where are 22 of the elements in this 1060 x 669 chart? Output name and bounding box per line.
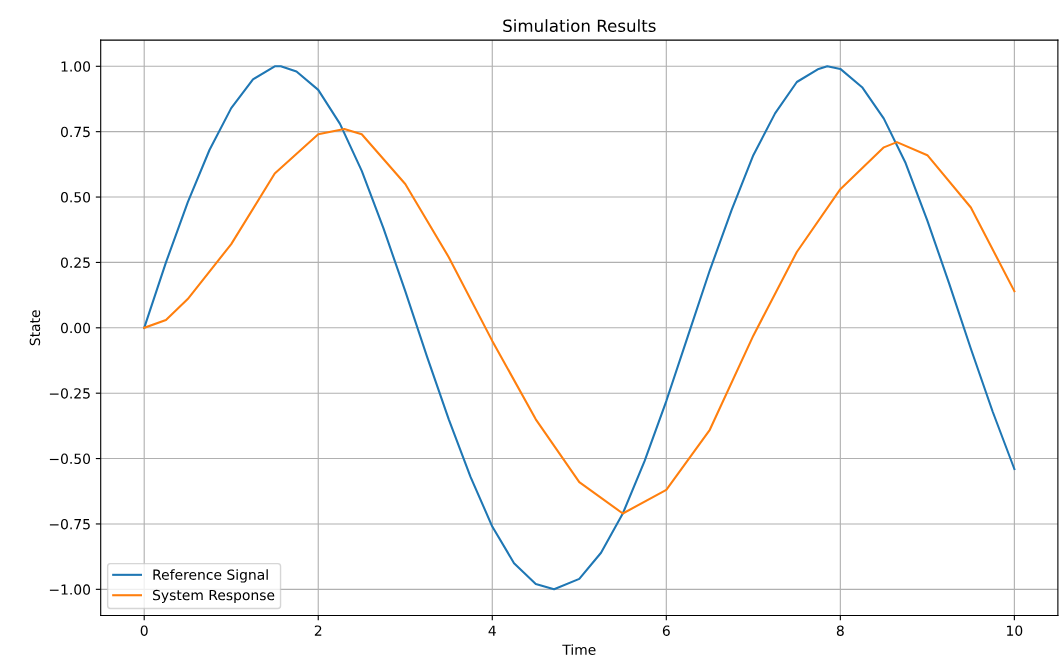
y-tick-label: 0.50 xyxy=(60,192,91,203)
y-tick-label: −0.50 xyxy=(49,453,91,465)
y-tick-label: 0.00 xyxy=(60,322,91,334)
line-series xyxy=(143,65,1016,591)
x-tick-label: 0 xyxy=(140,625,148,636)
y-tick-label: 0.75 xyxy=(60,126,90,138)
y-tick-label: −0.25 xyxy=(49,388,90,399)
y-tick-label: 0.25 xyxy=(60,257,90,268)
chart-title: Simulation Results xyxy=(503,19,656,33)
x-tick-label: 10 xyxy=(1007,625,1023,636)
x-tick-label: 8 xyxy=(836,625,844,636)
y-tick-label: −1.00 xyxy=(49,584,91,595)
x-tick-label: 2 xyxy=(314,625,322,636)
x-tick-label: 6 xyxy=(662,625,670,636)
y-tick-label: −0.75 xyxy=(49,518,90,530)
y-axis-title: State xyxy=(29,310,41,346)
legend-label: System Response xyxy=(153,589,275,603)
x-axis-title: Time xyxy=(562,644,596,655)
y-tick-label: 1.00 xyxy=(61,61,91,72)
line-series xyxy=(143,128,1016,515)
legend-label: Reference Signal xyxy=(153,569,268,583)
x-tick-label: 4 xyxy=(488,625,496,636)
